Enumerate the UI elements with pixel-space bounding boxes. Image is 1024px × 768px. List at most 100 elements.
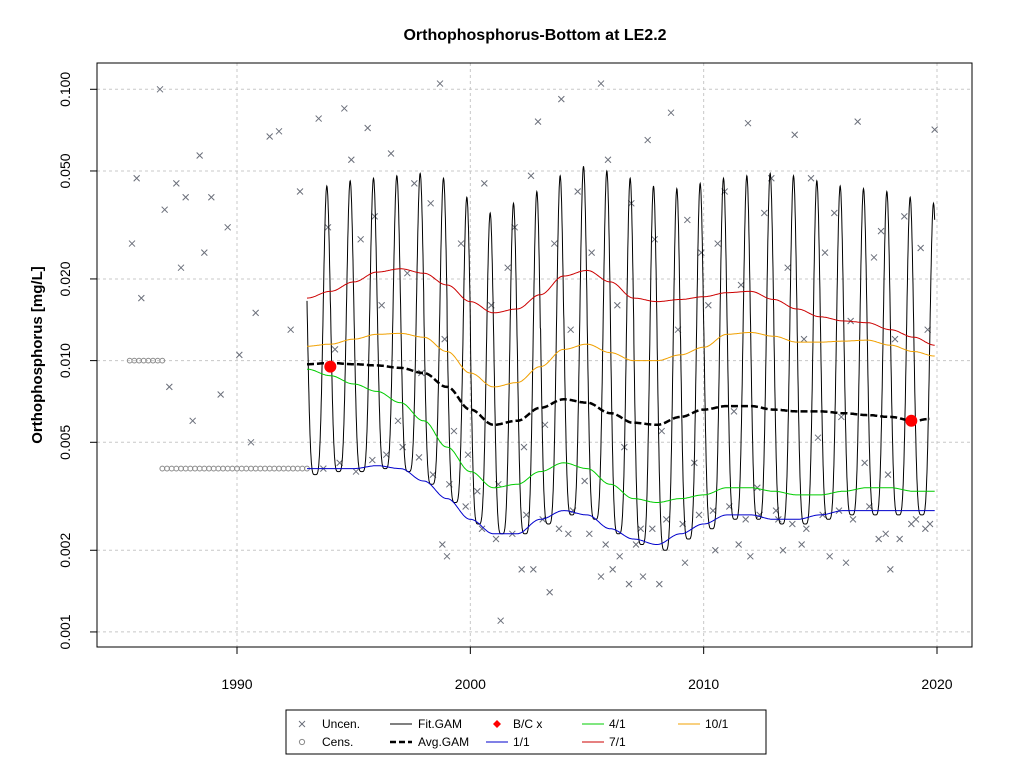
uncensored-point-stroke	[371, 213, 379, 220]
uncensored-point	[534, 118, 542, 125]
uncensored-point	[877, 227, 885, 235]
uncensored-point-stroke	[597, 80, 605, 87]
x-tick-label: 2010	[688, 676, 719, 692]
uncensored-point-stroke	[609, 566, 617, 573]
uncensored-point-stroke	[861, 459, 869, 467]
uncensored-point	[133, 174, 141, 182]
uncensored-point	[462, 503, 470, 510]
uncensored-point	[161, 206, 169, 214]
uncensored-point-stroke	[189, 417, 197, 425]
uncensored-point	[609, 566, 617, 573]
uncensored-point	[709, 507, 717, 514]
uncensored-point-stroke	[165, 383, 173, 391]
uncensored-point	[917, 244, 925, 252]
uncensored-point	[849, 515, 857, 523]
uncensored-point-stroke	[315, 115, 323, 122]
y-tick-label: 0.020	[57, 261, 73, 296]
uncensored-point-stroke	[224, 223, 232, 231]
uncensored-point	[550, 240, 558, 247]
uncensored-point	[648, 525, 656, 533]
uncensored-point-stroke	[730, 408, 738, 415]
uncensored-point-stroke	[753, 484, 761, 492]
uncensored-point-stroke	[128, 240, 136, 247]
uncensored-point	[746, 552, 754, 560]
uncensored-point	[189, 417, 197, 425]
uncensored-point-stroke	[704, 301, 712, 309]
uncensored-point-stroke	[457, 240, 465, 247]
uncensored-point-stroke	[842, 559, 850, 567]
uncensored-point-stroke	[387, 150, 395, 157]
uncensored-point-stroke	[632, 541, 640, 548]
uncensored-point-stroke	[347, 156, 355, 164]
uncensored-point-stroke	[667, 109, 675, 117]
uncensored-point-stroke	[340, 105, 348, 112]
uncensored-point-stroke	[588, 249, 596, 256]
uncensored-point-stroke	[886, 566, 894, 573]
uncensored-point	[632, 541, 640, 548]
uncensored-point-stroke	[826, 552, 834, 560]
uncensored-point	[450, 427, 458, 435]
uncensored-point-stroke	[520, 443, 528, 451]
uncensored-point	[399, 443, 407, 451]
uncensored-point-stroke	[744, 119, 752, 127]
uncensored-point-stroke	[534, 118, 542, 125]
uncensored-point-stroke	[287, 326, 295, 334]
uncensored-point-stroke	[522, 511, 530, 519]
uncensored-point	[436, 80, 444, 87]
uncensored-point	[522, 511, 530, 519]
uncensored-point	[275, 127, 283, 135]
uncensored-point-stroke	[564, 530, 572, 538]
uncensored-point-stroke	[714, 240, 722, 247]
uncensored-point	[651, 235, 659, 243]
uncensored-point	[529, 566, 537, 573]
legend-item-4-1: 4/1	[582, 717, 626, 731]
x-tick-label: 1990	[221, 676, 252, 692]
legend-label-avg-gam: Avg.GAM	[418, 735, 469, 749]
uncensored-point-stroke	[492, 535, 500, 543]
legend-label-censored: Cens.	[322, 735, 353, 749]
grid	[97, 63, 972, 647]
uncensored-point	[802, 525, 810, 533]
uncensored-point	[637, 525, 645, 533]
legend-item-avg-gam: Avg.GAM	[390, 735, 469, 749]
uncensored-point-stroke	[399, 443, 407, 451]
x-tick-label: 2020	[921, 676, 952, 692]
uncensored-point	[826, 552, 834, 560]
uncensored-point	[156, 85, 164, 93]
uncensored-point	[504, 264, 512, 272]
uncensored-point	[410, 180, 418, 187]
uncensored-point	[574, 188, 582, 195]
uncensored-point-stroke	[648, 525, 656, 533]
uncensored-point	[735, 541, 743, 548]
legend-label-4-1: 4/1	[609, 717, 626, 731]
uncensored-point-stroke	[798, 541, 806, 548]
uncensored-point-stroke	[462, 503, 470, 510]
uncensored-point	[779, 546, 787, 554]
uncensored-point	[697, 249, 705, 256]
uncensored-point	[324, 223, 332, 231]
legend-item-bc-x: B/C x	[493, 717, 542, 731]
legend-item-7-1: 7/1	[582, 735, 626, 749]
uncensored-point-stroke	[695, 511, 703, 519]
uncensored-point	[128, 240, 136, 247]
uncensored-point-stroke	[581, 477, 589, 485]
uncensored-point	[870, 254, 878, 261]
uncensored-point	[662, 515, 670, 523]
uncensored-point	[546, 588, 554, 596]
legend-item-censored: Cens.	[298, 735, 353, 749]
uncensored-point-stroke	[478, 525, 486, 533]
uncensored-point-stroke	[875, 535, 883, 543]
uncensored-point-stroke	[900, 213, 908, 220]
uncensored-point	[695, 511, 703, 519]
uncensored-point-stroke	[156, 85, 164, 93]
uncensored-point-stroke	[450, 427, 458, 435]
uncensored-point	[683, 216, 691, 224]
uncensored-point-stroke	[480, 180, 488, 187]
uncensored-point-stroke	[616, 552, 624, 560]
uncensored-point-stroke	[613, 301, 621, 309]
uncensored-point	[784, 264, 792, 272]
uncensored-point-stroke	[436, 80, 444, 87]
uncensored-point	[247, 438, 255, 446]
uncensored-point-stroke	[172, 180, 180, 187]
uncensored-point-stroke	[697, 249, 705, 256]
